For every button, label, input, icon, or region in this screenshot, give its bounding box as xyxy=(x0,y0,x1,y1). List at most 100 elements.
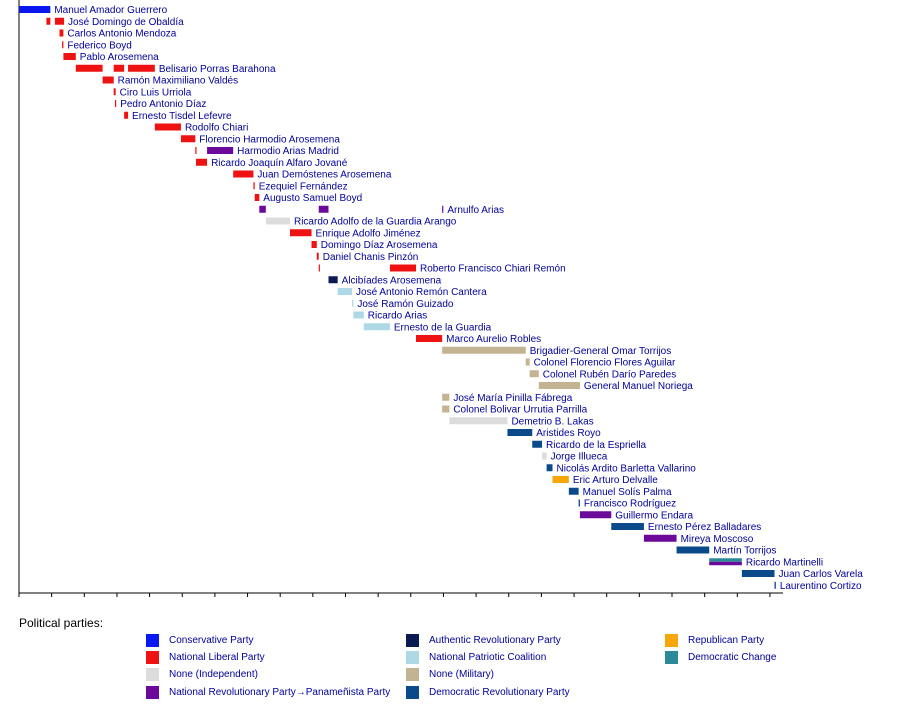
president-label: Ricardo de la Espriella xyxy=(546,440,646,451)
president-label: Juan Demóstenes Arosemena xyxy=(257,170,391,181)
president-label: Rodolfo Chiari xyxy=(185,123,248,134)
president-label: Ricardo Adolfo de la Guardia Arango xyxy=(294,217,457,228)
legend-label: National Revolutionary Party→Panameñista… xyxy=(169,686,391,698)
term-bar xyxy=(538,382,580,389)
term-bar xyxy=(253,182,255,190)
term-bar xyxy=(195,147,197,154)
term-bar xyxy=(442,405,450,413)
term-bar xyxy=(46,17,51,25)
legend-item: National Revolutionary Party→Panameñista… xyxy=(146,685,390,699)
legend-swatch xyxy=(146,633,159,647)
term-bar xyxy=(676,546,710,554)
president-label: Francisco Rodríguez xyxy=(584,499,676,510)
term-bar xyxy=(19,6,51,13)
president-label: Harmodio Arias Madrid xyxy=(237,146,339,157)
legend-item: Authentic Revolutionary Party xyxy=(406,633,561,647)
president-label: Ricardo Joaquín Alfaro Jované xyxy=(211,158,348,169)
term-bar xyxy=(643,534,677,542)
president-label: Enrique Adolfo Jiménez xyxy=(316,228,421,239)
term-bar xyxy=(259,205,266,213)
president-label: Colonel Florencio Flores Aguilar xyxy=(534,358,676,369)
legend-label: None (Military) xyxy=(429,668,495,680)
president-label: Eric Arturo Delvalle xyxy=(573,475,658,486)
president-label: Carlos Antonio Mendoza xyxy=(67,29,176,40)
term-bar xyxy=(289,229,312,237)
president-label: Manuel Solís Palma xyxy=(583,487,672,498)
legend-item: National Liberal Party xyxy=(146,650,265,664)
term-bar xyxy=(389,264,417,272)
legend-label: National Liberal Party xyxy=(169,651,265,663)
legend-label: National Patriotic Coalition xyxy=(429,651,547,663)
president-label: Pablo Arosemena xyxy=(80,52,159,63)
president-label: Ciro Luis Urriola xyxy=(120,87,192,98)
president-label: Roberto Francisco Chiari Remón xyxy=(420,264,566,275)
president-label: José Antonio Remón Cantera xyxy=(356,287,487,298)
legend-label: Authentic Revolutionary Party xyxy=(429,634,561,646)
president-label: Martín Torrijos xyxy=(713,546,776,557)
president-label: Daniel Chanis Pinzón xyxy=(323,252,419,263)
term-bar xyxy=(774,581,776,589)
president-label: Augusto Samuel Boyd xyxy=(263,193,362,204)
legend-item: Democratic Revolutionary Party xyxy=(406,685,570,699)
president-label: Ernesto Pérez Balladares xyxy=(648,522,761,533)
president-label: Juan Carlos Varela xyxy=(779,569,864,580)
term-bar xyxy=(254,194,260,201)
term-bar xyxy=(311,241,317,248)
term-bar xyxy=(449,417,508,425)
term-bar xyxy=(328,276,338,284)
president-label: Colonel Bolivar Urrutia Parrilla xyxy=(453,405,587,416)
legend-label: Democratic Revolutionary Party xyxy=(429,686,570,698)
president-label: Florencio Harmodio Arosemena xyxy=(199,134,340,145)
president-label: Ernesto de la Guardia xyxy=(394,322,492,333)
president-label: Ernesto Tisdel Lefevre xyxy=(132,111,232,122)
term-bar xyxy=(442,346,526,354)
term-bar xyxy=(180,135,196,143)
term-bar xyxy=(54,17,65,25)
term-bar xyxy=(195,158,208,166)
legend-item: Republican Party xyxy=(665,633,764,647)
term-bar xyxy=(741,570,775,577)
term-bar xyxy=(709,561,742,566)
term-bar xyxy=(154,123,181,131)
term-bar xyxy=(579,511,612,519)
term-bar xyxy=(507,429,533,436)
term-bar xyxy=(546,464,553,472)
legend-item: None (Military) xyxy=(406,667,494,681)
president-label: Ricardo Martinelli xyxy=(746,557,823,568)
term-bar xyxy=(113,88,116,96)
legend-swatch xyxy=(406,633,419,647)
legend-item: Conservative Party xyxy=(146,633,253,647)
president-label: Marco Aurelio Robles xyxy=(446,334,541,345)
term-bar xyxy=(63,53,76,60)
term-bar xyxy=(529,370,539,378)
legend-swatch xyxy=(146,685,159,699)
president-label: Pedro Antonio Díaz xyxy=(120,99,206,110)
term-bar xyxy=(416,335,443,342)
president-label: Domingo Díaz Arosemena xyxy=(321,240,438,251)
president-label: José Domingo de Obaldía xyxy=(68,17,184,28)
president-label: Colonel Rubén Darío Paredes xyxy=(543,369,676,380)
term-bar xyxy=(363,323,390,331)
president-label: Brigadier-General Omar Torrijos xyxy=(530,346,672,357)
term-bar xyxy=(709,558,742,562)
term-bar xyxy=(124,111,129,119)
legend-swatch xyxy=(146,667,159,681)
legend-label: Democratic Change xyxy=(688,651,777,663)
term-bar xyxy=(442,393,450,401)
term-bar xyxy=(525,358,530,366)
term-bar xyxy=(62,41,64,49)
term-bar xyxy=(318,264,320,272)
legend-item: National Patriotic Coalition xyxy=(406,650,546,664)
legend-swatch xyxy=(665,633,678,647)
legend-swatch xyxy=(665,650,678,664)
term-bar xyxy=(578,499,580,507)
president-label: Arnulfo Arias xyxy=(447,205,504,216)
term-bar xyxy=(611,523,644,530)
president-label: Aristides Royo xyxy=(536,428,601,439)
president-label: Ricardo Arias xyxy=(368,311,427,322)
term-bar xyxy=(233,170,254,178)
president-label: Mireya Moscoso xyxy=(681,534,754,545)
term-bar xyxy=(59,29,64,37)
president-label: Ramón Maximiliano Valdés xyxy=(118,76,238,87)
